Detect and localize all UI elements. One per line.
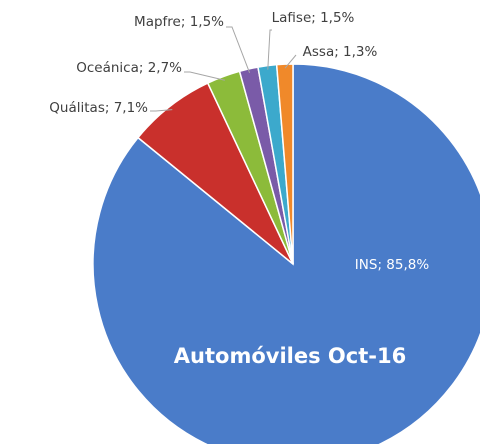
data-label: INS; 85,8%: [355, 257, 430, 273]
leader-line: [226, 26, 251, 74]
data-label: Oceánica; 2,7%: [76, 60, 182, 76]
pie: [92, 63, 480, 444]
leader-line: [284, 54, 297, 69]
data-label: Quálitas; 7,1%: [49, 100, 148, 116]
pie-slice: [275, 63, 294, 265]
pie-slice: [92, 63, 480, 444]
data-label: Assa; 1,3%: [303, 44, 378, 60]
data-label: Lafise; 1,5%: [272, 10, 355, 26]
data-label: Mapfre; 1,5%: [134, 14, 224, 30]
leader-line: [184, 71, 225, 81]
leader-line: [150, 109, 173, 112]
chart-title: Automóviles Oct-16: [174, 344, 406, 368]
leader-line: [267, 29, 272, 70]
